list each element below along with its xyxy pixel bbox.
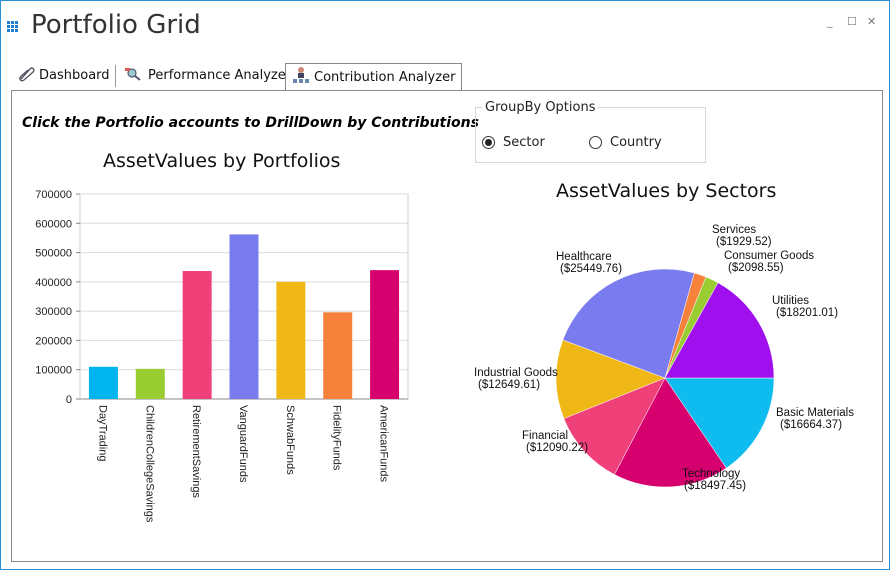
slice-value-label: ($25449.76) (560, 263, 622, 275)
y-tick-label: 100000 (35, 365, 72, 377)
tab-bar: Dashboard Performance Analyzer Contribut… (11, 63, 881, 91)
slice-value-label: ($18497.45) (684, 480, 746, 492)
bar[interactable] (276, 281, 306, 399)
close-button[interactable]: ✕ (867, 15, 877, 28)
bar[interactable] (370, 270, 400, 399)
pie-slice[interactable] (563, 377, 666, 475)
slice-name-label: Healthcare (556, 251, 612, 263)
grid-app-icon (7, 21, 19, 33)
country-radio[interactable]: Country (589, 135, 662, 150)
pie-slice[interactable] (664, 377, 775, 469)
groupby-legend: GroupBy Options (482, 100, 599, 115)
groupby-options-box: GroupBy Options Sector Country (475, 100, 706, 163)
pie-chart-title: AssetValues by Sectors (556, 180, 777, 202)
tab-divider (115, 65, 116, 87)
slice-value-label: ($12090.22) (526, 442, 588, 454)
radio-checked-icon (482, 136, 495, 149)
tab-label: Dashboard (39, 68, 110, 83)
minimize-button[interactable]: _ (827, 15, 833, 28)
slice-value-label: ($1929.52) (716, 236, 772, 248)
tab-dashboard[interactable]: Dashboard (11, 63, 116, 88)
org-chart-icon (292, 66, 310, 88)
y-tick-label: 200000 (35, 335, 72, 347)
y-tick-label: 0 (66, 394, 72, 406)
paperclip-icon (17, 66, 35, 86)
tab-performance-analyzer[interactable]: Performance Analyzer (118, 63, 297, 88)
x-tick-label: FidelityFunds (331, 405, 343, 471)
bar[interactable] (229, 234, 259, 399)
x-tick-label: AmericanFunds (378, 405, 390, 483)
y-tick-label: 300000 (35, 306, 72, 318)
tab-label: Performance Analyzer (148, 68, 292, 83)
slice-name-label: Financial (522, 430, 568, 442)
tab-label: Contribution Analyzer (314, 69, 456, 85)
pie-slice[interactable] (562, 268, 695, 379)
y-tick-label: 600000 (35, 218, 72, 230)
maximize-button[interactable]: ☐ (847, 15, 857, 28)
tab-contribution-analyzer[interactable]: Contribution Analyzer (285, 63, 463, 90)
sector-radio[interactable]: Sector (482, 135, 545, 150)
radio-label: Country (610, 135, 662, 150)
radio-label: Sector (503, 135, 545, 150)
slice-name-label: Consumer Goods (724, 250, 814, 262)
slice-name-label: Utilities (772, 295, 809, 307)
portfolio-bar-chart: 0 100000 200000 300000 400000 500000 600000 700… (35, 189, 409, 523)
sector-pie-chart: Basic Materials($16664.37)Technology($18… (474, 224, 854, 492)
slice-value-label: ($18201.01) (776, 307, 838, 319)
instruction-text: Click the Portfolio accounts to DrillDow… (22, 115, 479, 131)
y-tick-label: 700000 (35, 189, 72, 201)
slice-value-label: ($16664.37) (780, 419, 842, 431)
slice-name-label: Industrial Goods (474, 367, 558, 379)
contribution-analyzer-panel: Click the Portfolio accounts to DrillDow… (11, 90, 883, 562)
slice-value-label: ($12649.61) (478, 379, 540, 391)
bar[interactable] (182, 271, 212, 399)
x-tick-label: VanguardFunds (237, 405, 249, 483)
y-tick-label: 400000 (35, 277, 72, 289)
analyzer-icon (124, 66, 144, 86)
slice-name-label: Technology (682, 468, 740, 480)
slice-name-label: Services (712, 224, 756, 236)
pie-slice[interactable] (555, 339, 666, 419)
bar[interactable] (135, 368, 165, 399)
bar[interactable] (88, 366, 118, 399)
pie-slice[interactable] (664, 282, 775, 379)
pie-slice[interactable] (614, 377, 727, 488)
x-tick-label: DayTrading (96, 405, 108, 461)
x-tick-label: SchwabFunds (284, 405, 296, 475)
slice-name-label: Basic Materials (776, 407, 854, 419)
y-tick-label: 500000 (35, 248, 72, 260)
window-title: Portfolio Grid (31, 10, 201, 40)
radio-unchecked-icon (589, 136, 602, 149)
slice-value-label: ($2098.55) (728, 262, 784, 274)
bar[interactable] (323, 312, 353, 399)
x-tick-label: ChildrenCollegeSavings (143, 405, 155, 523)
x-tick-label: RetirementSavings (190, 405, 202, 498)
bar-chart-title: AssetValues by Portfolios (103, 150, 341, 172)
